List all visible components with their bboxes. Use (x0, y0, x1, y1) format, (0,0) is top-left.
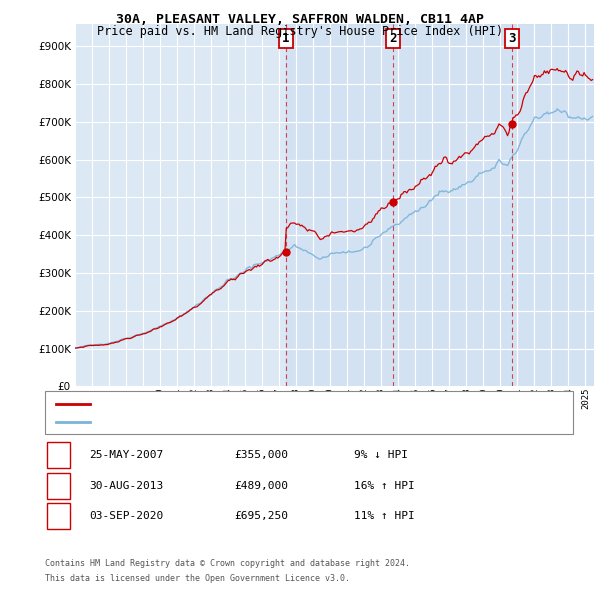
Bar (286, 24, 594, 386)
Text: £489,000: £489,000 (234, 481, 288, 490)
Text: 30A, PLEASANT VALLEY, SAFFRON WALDEN, CB11 4AP: 30A, PLEASANT VALLEY, SAFFRON WALDEN, CB… (116, 13, 484, 26)
Text: 3: 3 (508, 32, 515, 45)
Text: Contains HM Land Registry data © Crown copyright and database right 2024.: Contains HM Land Registry data © Crown c… (45, 559, 410, 568)
Text: 9% ↓ HPI: 9% ↓ HPI (354, 450, 408, 460)
Text: £355,000: £355,000 (234, 450, 288, 460)
Text: 03-SEP-2020: 03-SEP-2020 (89, 512, 163, 521)
Text: 25-MAY-2007: 25-MAY-2007 (89, 450, 163, 460)
Text: 1: 1 (282, 32, 289, 45)
Text: This data is licensed under the Open Government Licence v3.0.: This data is licensed under the Open Gov… (45, 574, 350, 583)
Text: 2: 2 (55, 479, 62, 492)
Text: 1: 1 (55, 448, 62, 461)
Text: £695,250: £695,250 (234, 512, 288, 521)
Text: 3: 3 (55, 510, 62, 523)
Text: HPI: Average price, detached house, Uttlesford: HPI: Average price, detached house, Uttl… (95, 417, 365, 427)
Text: 11% ↑ HPI: 11% ↑ HPI (354, 512, 415, 521)
Text: 30A, PLEASANT VALLEY, SAFFRON WALDEN, CB11 4AP (detached house): 30A, PLEASANT VALLEY, SAFFRON WALDEN, CB… (95, 399, 465, 409)
Text: Price paid vs. HM Land Registry's House Price Index (HPI): Price paid vs. HM Land Registry's House … (97, 25, 503, 38)
Text: 16% ↑ HPI: 16% ↑ HPI (354, 481, 415, 490)
Text: 30-AUG-2013: 30-AUG-2013 (89, 481, 163, 490)
Text: 2: 2 (389, 32, 397, 45)
